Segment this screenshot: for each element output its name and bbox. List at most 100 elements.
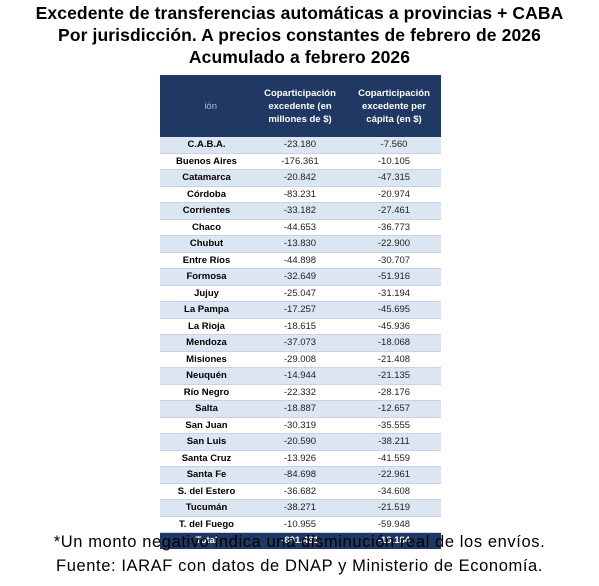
table-row: La Pampa -17.257 -45.695 bbox=[160, 301, 441, 319]
total-per-capita: -19.184 bbox=[347, 532, 441, 549]
row-jurisdiction: Neuquén bbox=[160, 367, 253, 385]
row-millions: -44.653 bbox=[253, 219, 347, 236]
row-millions: -83.231 bbox=[253, 186, 347, 203]
row-jurisdiction: Entre Ríos bbox=[160, 252, 253, 269]
row-millions: -30.319 bbox=[253, 417, 347, 434]
table-row: San Juan -30.319 -35.555 bbox=[160, 417, 441, 434]
note-source: Fuente: IARAF con datos de DNAP y Minist… bbox=[56, 557, 543, 575]
row-per-capita: -41.559 bbox=[347, 450, 441, 467]
table-row: Córdoba -83.231 -20.974 bbox=[160, 186, 441, 203]
row-millions: -13.830 bbox=[253, 235, 347, 253]
row-jurisdiction: Salta bbox=[160, 400, 253, 418]
table-row: Buenos Aires -176.361 -10.105 bbox=[160, 153, 441, 170]
row-millions: -22.332 bbox=[253, 384, 347, 401]
row-jurisdiction: Chubut bbox=[160, 235, 253, 253]
table-row: Misiones -29.008 -21.408 bbox=[160, 351, 441, 368]
row-per-capita: -51.916 bbox=[347, 268, 441, 286]
header-millions: Coparticipación excedente (en millones d… bbox=[253, 75, 347, 137]
row-per-capita: -35.555 bbox=[347, 417, 441, 434]
row-millions: -18.615 bbox=[253, 318, 347, 335]
row-jurisdiction: San Juan bbox=[160, 417, 253, 434]
row-per-capita: -36.773 bbox=[347, 219, 441, 236]
row-per-capita: -7.560 bbox=[347, 137, 441, 154]
table-row: Catamarca -20.842 -47.315 bbox=[160, 169, 441, 187]
row-jurisdiction: Corrientes bbox=[160, 202, 253, 220]
table-row: C.A.B.A. -23.180 -7.560 bbox=[160, 137, 441, 154]
row-jurisdiction: C.A.B.A. bbox=[160, 137, 253, 154]
row-per-capita: -21.135 bbox=[347, 367, 441, 385]
title-line-2: Por jurisdicción. A precios constantes d… bbox=[58, 25, 541, 45]
table-row: La Rioja -18.615 -45.936 bbox=[160, 318, 441, 335]
row-millions: -84.698 bbox=[253, 466, 347, 484]
header-per-capita: Coparticipación excedente per cápita (en… bbox=[347, 75, 441, 137]
row-jurisdiction: San Luis bbox=[160, 433, 253, 451]
row-per-capita: -38.211 bbox=[347, 433, 441, 451]
table-row: Santa Cruz -13.926 -41.559 bbox=[160, 450, 441, 467]
row-millions: -20.842 bbox=[253, 169, 347, 187]
table-row: Mendoza -37.073 -18.068 bbox=[160, 334, 441, 352]
row-per-capita: -22.961 bbox=[347, 466, 441, 484]
table-row: Tucumán -38.271 -21.519 bbox=[160, 499, 441, 517]
row-per-capita: -18.068 bbox=[347, 334, 441, 352]
row-per-capita: -34.608 bbox=[347, 483, 441, 500]
row-jurisdiction: T. del Fuego bbox=[160, 516, 253, 533]
data-table: ión Coparticipación excedente (en millon… bbox=[160, 75, 441, 549]
row-millions: -13.926 bbox=[253, 450, 347, 467]
row-jurisdiction: S. del Estero bbox=[160, 483, 253, 500]
row-jurisdiction: Córdoba bbox=[160, 186, 253, 203]
row-per-capita: -27.461 bbox=[347, 202, 441, 220]
row-per-capita: -22.900 bbox=[347, 235, 441, 253]
row-millions: -33.182 bbox=[253, 202, 347, 220]
row-per-capita: -10.105 bbox=[347, 153, 441, 170]
row-per-capita: -45.695 bbox=[347, 301, 441, 319]
row-millions: -176.361 bbox=[253, 153, 347, 170]
title-block: Excedente de transferencias automáticas … bbox=[0, 2, 599, 68]
row-millions: -36.682 bbox=[253, 483, 347, 500]
table-row: Salta -18.887 -12.657 bbox=[160, 400, 441, 418]
row-per-capita: -30.707 bbox=[347, 252, 441, 269]
table-row: Santa Fe -84.698 -22.961 bbox=[160, 466, 441, 484]
row-jurisdiction: La Pampa bbox=[160, 301, 253, 319]
row-per-capita: -12.657 bbox=[347, 400, 441, 418]
row-jurisdiction: La Rioja bbox=[160, 318, 253, 335]
table-row: S. del Estero -36.682 -34.608 bbox=[160, 483, 441, 500]
row-per-capita: -45.936 bbox=[347, 318, 441, 335]
row-jurisdiction: Río Negro bbox=[160, 384, 253, 401]
table-header-row: ión Coparticipación excedente (en millon… bbox=[160, 75, 441, 137]
row-millions: -32.649 bbox=[253, 268, 347, 286]
title-line-3: Acumulado a febrero 2026 bbox=[188, 47, 411, 67]
table-row: Neuquén -14.944 -21.135 bbox=[160, 367, 441, 385]
row-per-capita: -47.315 bbox=[347, 169, 441, 187]
row-per-capita: -28.176 bbox=[347, 384, 441, 401]
table-body: C.A.B.A. -23.180 -7.560 Buenos Aires -176.36… bbox=[160, 137, 441, 533]
row-millions: -14.944 bbox=[253, 367, 347, 385]
table-total-row: Total -891.431 -19.184 bbox=[160, 532, 441, 549]
header-jurisdiction: ión bbox=[160, 75, 253, 137]
row-millions: -17.257 bbox=[253, 301, 347, 319]
row-jurisdiction: Misiones bbox=[160, 351, 253, 368]
table-row: T. del Fuego -10.955 -59.948 bbox=[160, 516, 441, 533]
row-jurisdiction: Chaco bbox=[160, 219, 253, 236]
row-jurisdiction: Buenos Aires bbox=[160, 153, 253, 170]
row-jurisdiction: Mendoza bbox=[160, 334, 253, 352]
row-millions: -29.008 bbox=[253, 351, 347, 368]
table-row: Río Negro -22.332 -28.176 bbox=[160, 384, 441, 401]
total-label: Total bbox=[160, 532, 253, 549]
row-millions: -10.955 bbox=[253, 516, 347, 533]
row-millions: -25.047 bbox=[253, 285, 347, 302]
title-line-1: Excedente de transferencias automáticas … bbox=[35, 3, 564, 23]
data-table-container: ión Coparticipación excedente (en millon… bbox=[160, 75, 441, 549]
row-millions: -38.271 bbox=[253, 499, 347, 517]
row-jurisdiction: Catamarca bbox=[160, 169, 253, 187]
row-jurisdiction: Santa Fe bbox=[160, 466, 253, 484]
row-jurisdiction: Tucumán bbox=[160, 499, 253, 517]
table-row: Corrientes -33.182 -27.461 bbox=[160, 202, 441, 220]
row-millions: -23.180 bbox=[253, 137, 347, 154]
row-per-capita: -21.408 bbox=[347, 351, 441, 368]
row-per-capita: -20.974 bbox=[347, 186, 441, 203]
note-negative: *Un monto negativo indica una disminució… bbox=[53, 533, 546, 551]
table-row: Entre Ríos -44.898 -30.707 bbox=[160, 252, 441, 269]
table-row: Jujuy -25.047 -31.194 bbox=[160, 285, 441, 302]
row-jurisdiction: Formosa bbox=[160, 268, 253, 286]
row-per-capita: -21.519 bbox=[347, 499, 441, 517]
